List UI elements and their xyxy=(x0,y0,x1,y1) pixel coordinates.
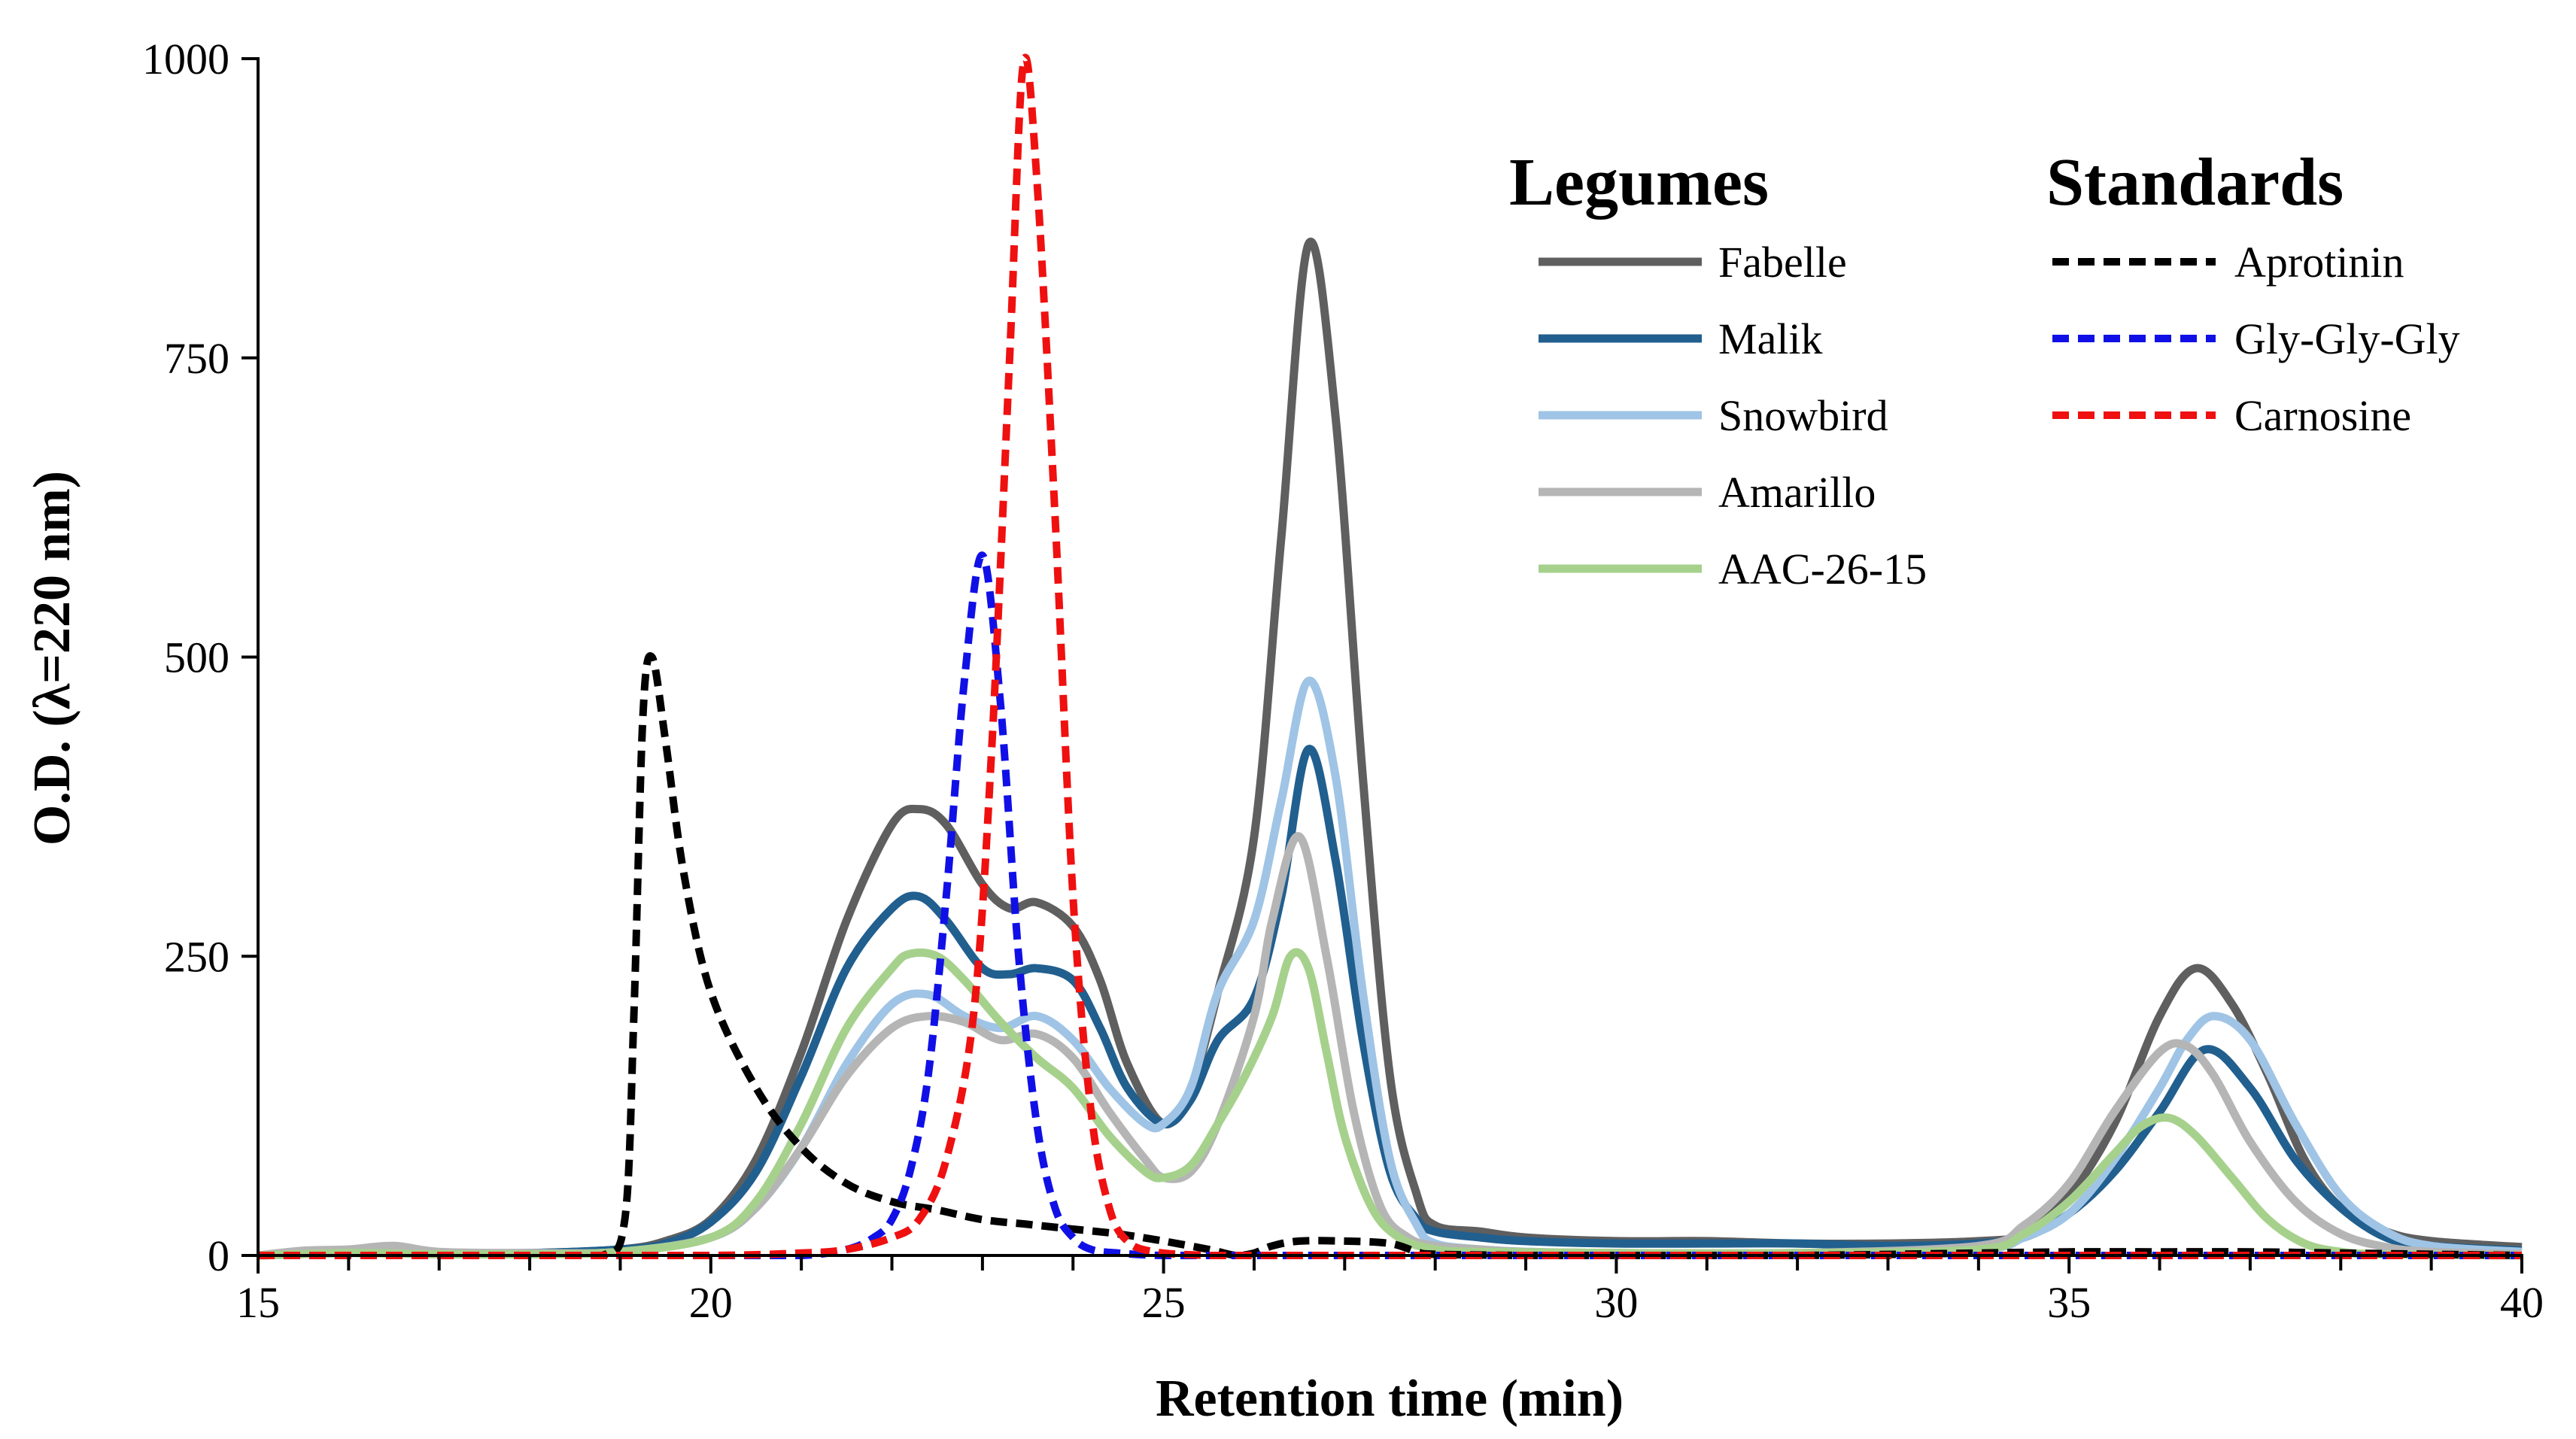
legend-label-aprotinin: Aprotinin xyxy=(2234,238,2404,287)
y-tick-label-250: 250 xyxy=(164,932,229,981)
series-line-malik xyxy=(257,745,2523,1260)
legend-label-fabelle: Fabelle xyxy=(1718,238,1847,287)
legend-label-snowbird: Snowbird xyxy=(1718,391,1888,440)
y-tick-label-500: 500 xyxy=(164,633,229,682)
x-tick-label-25: 25 xyxy=(1142,1278,1186,1327)
legend-label-gly-gly-gly: Gly-Gly-Gly xyxy=(2234,314,2460,363)
legend-label-amarillo: Amarillo xyxy=(1718,468,1876,517)
x-tick-label-20: 20 xyxy=(689,1278,733,1327)
legend-label-malik: Malik xyxy=(1718,314,1823,363)
y-tick-label-1000: 1000 xyxy=(142,35,229,83)
legend: Legumes Standards Fabelle Malik Snowbird… xyxy=(1509,145,2460,594)
series-line-snowbird xyxy=(257,676,2523,1260)
legend-group-title-legumes: Legumes xyxy=(1509,145,1769,220)
series-layer xyxy=(257,53,2523,1260)
y-tick-label-750: 750 xyxy=(164,334,229,383)
x-tick-label-30: 30 xyxy=(1594,1278,1638,1327)
series-line-aac-26-15 xyxy=(257,948,2523,1260)
x-tick-label-35: 35 xyxy=(2047,1278,2091,1327)
axis-layer: 0 250 500 750 1000 15 20 25 30 35 40 xyxy=(142,35,2544,1327)
x-tick-label-40: 40 xyxy=(2500,1278,2544,1327)
x-axis-title: Retention time (min) xyxy=(1156,1370,1624,1428)
legend-group-title-standards: Standards xyxy=(2046,145,2344,220)
legend-label-aac-26-15: AAC-26-15 xyxy=(1718,545,1927,594)
legend-label-carnosine: Carnosine xyxy=(2234,391,2411,440)
x-tick-label-15: 15 xyxy=(236,1278,280,1327)
series-line-fabelle xyxy=(257,238,2523,1260)
y-tick-label-0: 0 xyxy=(208,1231,229,1280)
y-axis-title: O.D. (λ=220 nm) xyxy=(23,471,81,845)
